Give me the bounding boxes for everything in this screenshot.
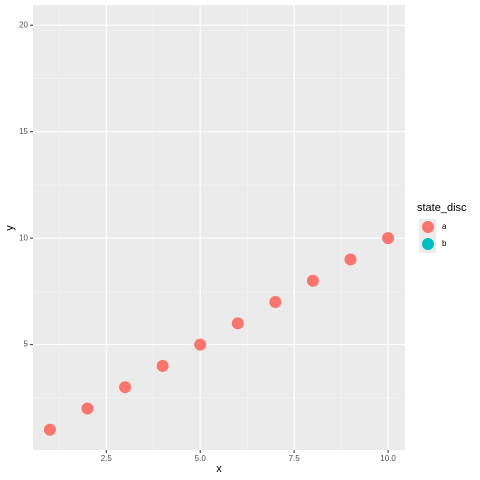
legend-label: a xyxy=(442,222,447,231)
point xyxy=(119,381,132,394)
legend-label: b xyxy=(442,239,447,248)
legend-key xyxy=(422,238,434,250)
x-tick-label: 5.0 xyxy=(195,454,207,463)
x-tick-label: 7.5 xyxy=(289,454,301,463)
legend-key xyxy=(422,221,434,233)
point xyxy=(269,296,282,309)
y-tick-label: 5 xyxy=(24,340,29,349)
point xyxy=(194,338,207,351)
y-axis-title: y xyxy=(4,225,16,231)
point xyxy=(306,274,319,287)
point xyxy=(81,402,94,415)
y-tick-label: 15 xyxy=(19,127,28,136)
point xyxy=(156,359,169,372)
panel xyxy=(33,5,405,450)
x-tick-label: 2.5 xyxy=(101,454,113,463)
x-tick-label: 10.0 xyxy=(380,454,396,463)
x-axis-title: x xyxy=(216,463,222,475)
legend-title: state_disc xyxy=(417,202,467,214)
y-tick-label: 10 xyxy=(19,233,28,242)
point xyxy=(382,232,395,245)
point xyxy=(231,317,244,330)
point xyxy=(344,253,357,266)
y-tick-label: 20 xyxy=(19,20,28,29)
point xyxy=(43,423,56,436)
